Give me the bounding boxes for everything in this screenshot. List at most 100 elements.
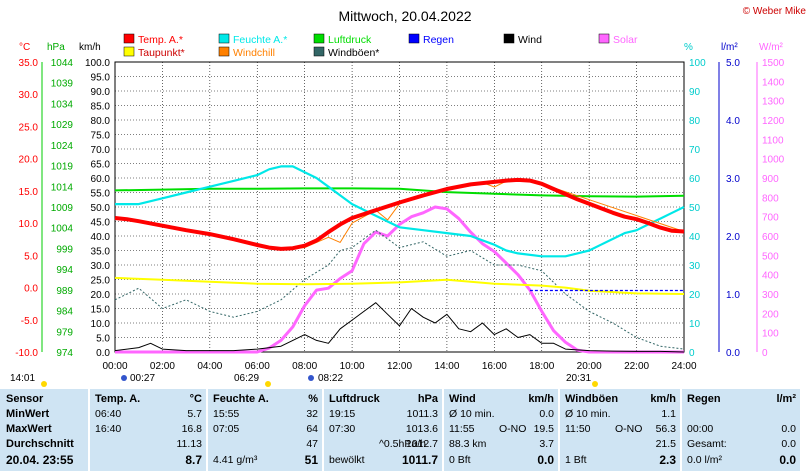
cell-extra: 0.0 l/m²: [687, 454, 723, 466]
series-luftdruck-line: [114, 187, 685, 198]
cell-time: Ø 10 min.: [565, 408, 611, 420]
cell-extra: ^0.5hPa/h: [379, 438, 426, 450]
column-header: Temp. A.: [95, 393, 141, 405]
legend-swatch: [218, 33, 230, 44]
temp-tick-label: -5.0: [21, 316, 39, 327]
sun-moon-marker: [265, 381, 271, 387]
legend-swatch: [123, 46, 135, 57]
table-column-bg: [208, 389, 322, 471]
solar-tick-label: 400: [762, 271, 779, 282]
solar-tick-label: 1000: [762, 155, 785, 166]
sun-moon-marker: [41, 381, 47, 387]
solar-tick-label: 300: [762, 290, 779, 301]
time-tick-label: 10:00: [340, 361, 365, 372]
time-tick-label: 12:00: [387, 361, 412, 372]
column-unit: km/h: [650, 393, 676, 405]
time-tick-label: 18:00: [529, 361, 554, 372]
legend-swatch: [313, 33, 325, 44]
solar-tick-label: 800: [762, 193, 779, 204]
cell-time: 07:05: [213, 423, 240, 435]
pressure-tick-label: 1019: [51, 162, 74, 173]
grid: [115, 62, 684, 352]
column-header: Feuchte A.: [213, 393, 269, 405]
cell-value: 1012.7: [405, 438, 438, 450]
sun-moon-marker: [592, 381, 598, 387]
row-label-avg: Durchschnitt: [6, 438, 74, 450]
solar-tick-label: 1100: [762, 135, 784, 146]
humidity-tick-label: 80: [689, 116, 701, 127]
cell-time: 06:40: [95, 408, 122, 420]
cell-extra: O-NO: [499, 423, 527, 435]
pressure-tick-label: 1024: [51, 141, 74, 152]
temp-tick-label: 0.0: [24, 284, 38, 295]
wind-tick-label: 100.0: [85, 58, 110, 69]
time-tick-label: 16:00: [482, 361, 507, 372]
row-label-sensor: Sensor: [6, 393, 44, 405]
legend-swatch: [218, 46, 230, 57]
temp-tick-label: -10.0: [15, 348, 38, 359]
column-header: Windböen: [565, 393, 619, 405]
wind-tick-label: 80.0: [91, 116, 111, 127]
row-label-max: MaxWert: [6, 423, 52, 435]
pressure-tick-label: 1034: [51, 99, 74, 110]
cell-value: 47: [306, 438, 318, 450]
time-tick-label: 22:00: [624, 361, 649, 372]
wind-tick-label: 40.0: [91, 232, 111, 243]
temp-tick-label: 5.0: [24, 251, 38, 262]
cell-value: 32: [306, 408, 318, 420]
pressure-tick-label: 1029: [51, 120, 74, 131]
pressure-tick-label: 989: [56, 286, 73, 297]
legend-label: Wind: [518, 34, 542, 46]
wind-tick-label: 20.0: [91, 290, 111, 301]
sun-moon-time: 20:31: [566, 373, 591, 384]
cell-extra: 1 Bft: [565, 454, 587, 466]
wind-tick-label: 65.0: [91, 160, 111, 171]
pressure-tick-label: 1039: [51, 79, 74, 90]
cell-value: 0.0: [537, 453, 554, 467]
humidity-unit-label: %: [684, 42, 693, 53]
temp-tick-label: 30.0: [19, 90, 39, 101]
humidity-tick-label: 0: [689, 348, 695, 359]
solar-tick-label: 1500: [762, 58, 785, 69]
rain-tick-label: 3.0: [726, 174, 740, 185]
sun-moon-time: 00:27: [130, 373, 155, 384]
table-column-bg: [560, 389, 680, 471]
legend-label: Regen: [423, 34, 454, 46]
wind-tick-label: 85.0: [91, 102, 111, 113]
sun-moon-time: 08:22: [318, 373, 343, 384]
cell-time: 00:00: [687, 423, 714, 435]
series-tempa-line: [114, 177, 685, 251]
legend-label: Windchill: [233, 47, 275, 59]
legend-swatch: [313, 46, 325, 57]
cell-value: 2.3: [659, 453, 676, 467]
sun-moon-marker: [121, 375, 127, 381]
wind-tick-label: 10.0: [91, 319, 111, 330]
series-windben-line: [114, 229, 685, 350]
legend-label: Solar: [613, 34, 638, 46]
cell-value: 1011.7: [401, 453, 438, 467]
pressure-tick-label: 1044: [51, 58, 74, 69]
humidity-tick-label: 10: [689, 319, 701, 330]
cell-value: 1013.6: [405, 423, 438, 435]
pressure-tick-label: 1004: [51, 224, 74, 235]
cell-value: 21.5: [655, 438, 676, 450]
column-header: Luftdruck: [329, 393, 380, 405]
solar-tick-label: 1400: [762, 77, 785, 88]
cell-value: 5.7: [187, 408, 202, 420]
time-tick-label: 08:00: [292, 361, 317, 372]
cell-value: 56.3: [655, 423, 676, 435]
wind-tick-label: 50.0: [91, 203, 111, 214]
wind-tick-label: 30.0: [91, 261, 111, 272]
chart-title: Mittwoch, 20.04.2022: [338, 8, 471, 24]
cell-extra: 0 Bft: [449, 454, 471, 466]
solar-tick-label: 0: [762, 348, 768, 359]
column-unit: hPa: [417, 393, 438, 405]
legend-label: Feuchte A.*: [233, 34, 287, 46]
cell-value: 1.1: [661, 408, 676, 420]
table-column-bg: [324, 389, 442, 471]
cell-time: 88.3 km: [449, 438, 487, 450]
cell-extra: O-NO: [615, 423, 643, 435]
cell-value: 3.7: [539, 438, 554, 450]
humidity-tick-label: 50: [689, 203, 701, 214]
wind-tick-label: 25.0: [91, 276, 111, 287]
